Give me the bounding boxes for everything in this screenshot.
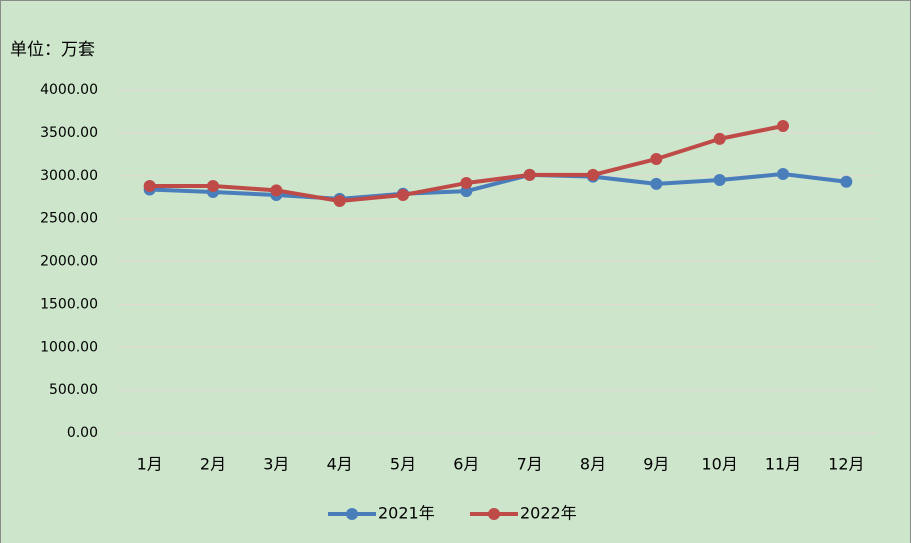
legend-label: 2021年 xyxy=(378,504,435,523)
data-point xyxy=(650,177,663,190)
x-tick-label: 9月 xyxy=(643,455,669,474)
x-tick-label: 1月 xyxy=(137,455,163,474)
data-point xyxy=(523,168,536,181)
x-tick-label: 8月 xyxy=(580,455,606,474)
data-point xyxy=(460,177,473,190)
data-point xyxy=(143,180,156,193)
data-point xyxy=(777,168,789,181)
data-point xyxy=(397,189,409,202)
x-tick-label: 12月 xyxy=(828,455,864,474)
chart-title: 单位：万套 xyxy=(10,40,95,60)
y-tick-label: 1500.00 xyxy=(40,296,98,312)
data-point xyxy=(207,180,219,193)
y-tick-label: 2500.00 xyxy=(40,211,98,227)
legend-marker xyxy=(488,508,500,520)
data-point xyxy=(840,175,853,188)
y-tick-label: 4000.00 xyxy=(40,82,98,98)
series-line xyxy=(149,172,847,201)
data-point xyxy=(333,195,346,208)
legend-marker xyxy=(346,508,358,520)
data-point xyxy=(270,184,283,197)
legend-label: 2022年 xyxy=(520,504,577,523)
y-tick-label: 3500.00 xyxy=(40,125,98,141)
x-tick-label: 3月 xyxy=(263,455,289,474)
x-tick-label: 4月 xyxy=(327,455,353,474)
data-point xyxy=(713,174,726,187)
x-tick-label: 6月 xyxy=(453,455,479,474)
x-tick-label: 5月 xyxy=(390,455,416,474)
x-tick-label: 11月 xyxy=(765,455,801,474)
y-tick-label: 1000.00 xyxy=(40,339,98,355)
data-point xyxy=(650,153,663,166)
data-point xyxy=(713,132,726,145)
data-point xyxy=(587,168,599,181)
data-point xyxy=(777,120,789,133)
y-tick-label: 500.00 xyxy=(49,382,98,398)
x-tick-label: 10月 xyxy=(701,455,737,474)
y-tick-label: 0.00 xyxy=(67,425,98,441)
y-tick-label: 2000.00 xyxy=(40,254,98,270)
x-tick-label: 7月 xyxy=(517,455,543,474)
x-tick-label: 2月 xyxy=(200,455,226,474)
y-tick-label: 3000.00 xyxy=(40,168,98,184)
